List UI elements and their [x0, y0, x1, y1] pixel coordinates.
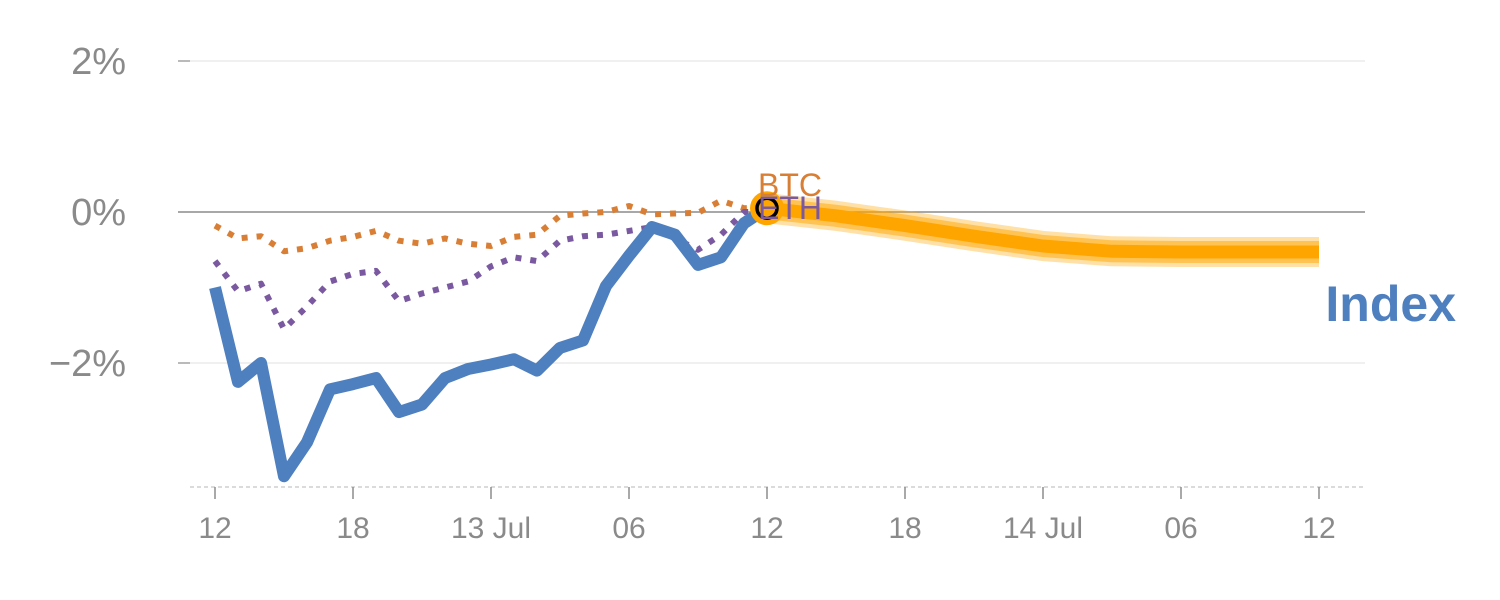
y-tick-label: 0%	[71, 192, 126, 234]
eth-series-label: ETH	[758, 190, 822, 226]
current-marker	[750, 191, 784, 226]
index-series-label: Index	[1325, 276, 1456, 332]
x-tick-label: 06	[612, 512, 645, 545]
y-tick-label: −2%	[49, 343, 126, 385]
x-tick-label: 13 Jul	[451, 512, 531, 545]
series-layer	[209, 191, 1319, 483]
current-marker-ring	[755, 196, 779, 220]
axis-layer: 2% 0% −2% 12 18 13 Jul 06 12 18 14 Jul 06 12	[49, 41, 1365, 545]
x-tick-label: 12	[1302, 512, 1335, 545]
x-tick-label: 18	[336, 512, 369, 545]
btc-series-label: BTC	[758, 167, 822, 203]
btc-line	[213, 197, 768, 255]
eth-line	[212, 209, 767, 332]
x-tick-label: 06	[1164, 512, 1197, 545]
y-tick-label: 2%	[71, 41, 126, 83]
x-tick-label: 12	[750, 512, 783, 545]
x-tick-label: 14 Jul	[1003, 512, 1083, 545]
index-line	[209, 203, 771, 483]
forecast-line	[766, 201, 1319, 259]
x-tick-label: 18	[888, 512, 921, 545]
x-tick-label: 12	[198, 512, 231, 545]
